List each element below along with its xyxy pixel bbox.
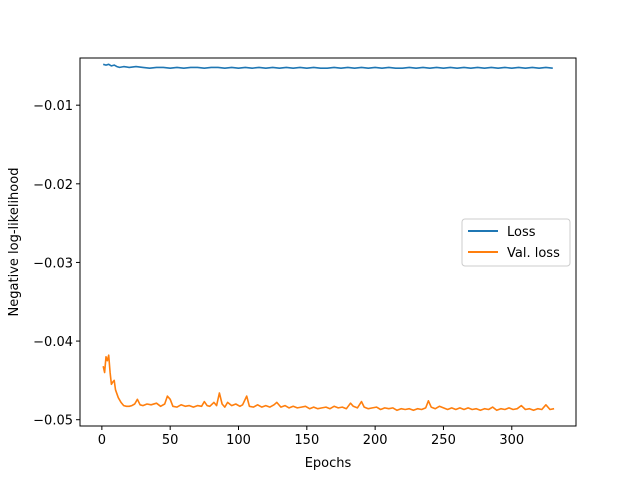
plot-area — [102, 63, 555, 412]
x-tick-label: 150 — [294, 433, 319, 448]
y-tick-label: −0.02 — [33, 178, 73, 193]
x-axis-label: Epochs — [305, 456, 352, 471]
legend-label-loss: Loss — [507, 225, 536, 240]
x-tick-label: 50 — [162, 433, 179, 448]
x-tick-label: 300 — [499, 433, 524, 448]
x-tick-label: 250 — [431, 433, 456, 448]
y-tick-label: −0.05 — [33, 414, 73, 429]
x-tick-label: 100 — [226, 433, 251, 448]
series-line-val-loss — [102, 354, 555, 412]
series-line-loss — [102, 63, 553, 69]
x-tick-label: 200 — [363, 433, 388, 448]
legend-label-val-loss: Val. loss — [507, 246, 560, 261]
y-tick-label: −0.01 — [33, 99, 73, 114]
y-tick-label: −0.04 — [33, 335, 73, 350]
axes-frame — [79, 57, 577, 427]
axes: 0 50 100 150 200 250 300 −0.01 −0.02 −0.03 −0.04 −0… — [33, 57, 577, 448]
legend: Loss Val. loss — [461, 218, 571, 267]
y-axis-label: Negative log-likelihood — [7, 168, 22, 317]
y-tick-label: −0.03 — [33, 256, 73, 271]
x-tick-label: 0 — [98, 433, 106, 448]
